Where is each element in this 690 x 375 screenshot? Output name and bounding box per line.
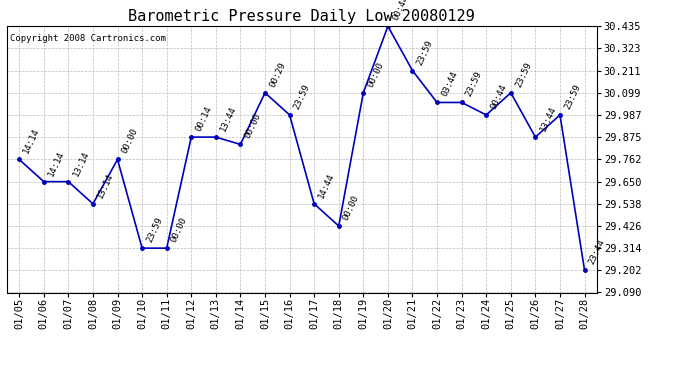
Text: 00:44: 00:44 bbox=[391, 0, 410, 22]
Text: 14:44: 14:44 bbox=[317, 171, 337, 200]
Text: 23:59: 23:59 bbox=[293, 82, 312, 111]
Text: 13:44: 13:44 bbox=[219, 105, 238, 133]
Text: 14:14: 14:14 bbox=[22, 127, 41, 155]
Text: 23:44: 23:44 bbox=[587, 238, 607, 266]
Text: 13:14: 13:14 bbox=[71, 149, 90, 177]
Text: 00:00: 00:00 bbox=[243, 112, 263, 140]
Text: 23:59: 23:59 bbox=[563, 82, 582, 111]
Text: 23:59: 23:59 bbox=[415, 38, 435, 66]
Text: 00:00: 00:00 bbox=[120, 127, 140, 155]
Text: 03:44: 03:44 bbox=[440, 70, 460, 98]
Text: 23:59: 23:59 bbox=[464, 70, 484, 98]
Text: 23:59: 23:59 bbox=[145, 216, 164, 244]
Text: 14:14: 14:14 bbox=[46, 149, 66, 177]
Text: 13:14: 13:14 bbox=[96, 171, 115, 200]
Text: 00:00: 00:00 bbox=[342, 194, 361, 222]
Text: 00:44: 00:44 bbox=[489, 82, 509, 111]
Title: Barometric Pressure Daily Low 20080129: Barometric Pressure Daily Low 20080129 bbox=[128, 9, 475, 24]
Text: 00:29: 00:29 bbox=[268, 60, 287, 88]
Text: 00:00: 00:00 bbox=[170, 216, 189, 244]
Text: 00:00: 00:00 bbox=[366, 60, 386, 88]
Text: Copyright 2008 Cartronics.com: Copyright 2008 Cartronics.com bbox=[10, 34, 166, 43]
Text: 00:14: 00:14 bbox=[194, 105, 213, 133]
Text: 13:44: 13:44 bbox=[538, 105, 558, 133]
Text: 23:59: 23:59 bbox=[513, 60, 533, 88]
